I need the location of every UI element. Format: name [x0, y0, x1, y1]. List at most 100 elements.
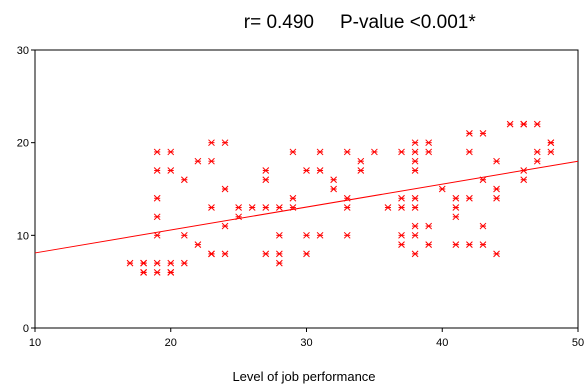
data-point: [411, 148, 419, 156]
data-point: [398, 194, 405, 202]
data-point: [398, 231, 405, 239]
data-point: [520, 167, 528, 174]
data-point: [180, 259, 188, 267]
data-point: [479, 241, 487, 248]
x-tick-label: 10: [29, 337, 41, 349]
data-point: [425, 139, 433, 147]
x-tick-label: 30: [300, 337, 312, 349]
data-point: [208, 139, 215, 147]
data-point: [316, 231, 324, 239]
data-point: [547, 148, 555, 156]
data-point: [153, 167, 161, 174]
data-point: [262, 167, 270, 174]
data-point: [167, 148, 175, 156]
x-tick-label: 20: [165, 337, 177, 349]
data-point: [153, 213, 161, 221]
data-point: [533, 148, 541, 156]
data-point: [357, 157, 365, 165]
data-point: [235, 204, 242, 211]
data-point: [167, 167, 175, 174]
y-tick-label: 30: [17, 45, 29, 57]
data-point: [180, 176, 188, 184]
data-point: [493, 185, 500, 193]
data-point: [343, 148, 351, 156]
data-point: [479, 222, 487, 230]
data-point: [180, 231, 188, 239]
data-point: [520, 120, 528, 128]
data-point: [452, 194, 460, 202]
data-point: [289, 204, 297, 211]
regression-line-group: [34, 160, 579, 254]
data-point: [140, 269, 147, 276]
data-point: [452, 241, 460, 248]
x-axis: 10 20 30 40 50: [29, 328, 584, 349]
data-point: [289, 148, 297, 156]
data-point: [275, 250, 283, 258]
data-point: [384, 204, 392, 211]
data-point: [452, 213, 460, 221]
data-point: [479, 176, 487, 184]
data-point: [303, 250, 310, 258]
data-point: [411, 204, 419, 211]
data-point: [221, 250, 229, 258]
data-point: [493, 194, 500, 202]
data-point: [289, 194, 297, 202]
data-point: [343, 194, 351, 202]
data-point: [208, 204, 215, 211]
data-point: [479, 130, 487, 137]
data-point: [316, 167, 324, 174]
data-point: [330, 176, 338, 184]
data-point: [425, 148, 433, 156]
data-point: [208, 250, 215, 258]
data-point: [411, 139, 419, 147]
data-point: [153, 231, 161, 239]
data-point: [506, 120, 514, 128]
data-point: [153, 259, 161, 267]
y-tick-label: 10: [17, 230, 29, 242]
data-point: [194, 157, 202, 165]
data-point: [262, 176, 270, 184]
data-point: [493, 250, 500, 258]
data-point: [343, 231, 351, 239]
data-point: [194, 241, 202, 248]
data-point: [452, 204, 460, 211]
data-point: [221, 139, 229, 147]
data-point: [140, 259, 147, 267]
chart-title-r: r= 0.490: [244, 12, 314, 33]
data-point: [153, 269, 161, 276]
data-point: [330, 185, 338, 193]
data-point: [316, 148, 324, 156]
data-point: [438, 185, 446, 193]
data-point: [466, 148, 473, 156]
data-point: [303, 231, 310, 239]
data-point: [533, 120, 541, 128]
y-tick-label: 0: [23, 323, 29, 335]
x-axis-label: Level of job performance: [232, 369, 375, 384]
data-point: [262, 250, 270, 258]
data-point: [411, 194, 419, 202]
data-point: [411, 167, 419, 174]
y-tick-label: 20: [17, 138, 29, 150]
data-point: [126, 259, 134, 267]
y-axis: 0 10 20 30: [17, 45, 35, 335]
data-point: [153, 148, 161, 156]
data-point: [221, 222, 229, 230]
data-point: [167, 269, 175, 276]
data-point: [221, 185, 229, 193]
data-point: [357, 167, 365, 174]
data-point: [398, 204, 405, 211]
data-point: [208, 157, 215, 165]
data-point: [520, 176, 528, 184]
x-tick-label: 40: [436, 337, 448, 349]
data-point: [303, 167, 310, 174]
data-point: [425, 241, 433, 248]
x-tick-label: 50: [572, 337, 584, 349]
data-point: [547, 139, 555, 147]
data-point: [275, 259, 283, 267]
data-point: [275, 204, 283, 211]
regression-line: [34, 160, 579, 254]
data-point: [398, 148, 405, 156]
data-point: [466, 241, 473, 248]
data-point: [167, 259, 175, 267]
